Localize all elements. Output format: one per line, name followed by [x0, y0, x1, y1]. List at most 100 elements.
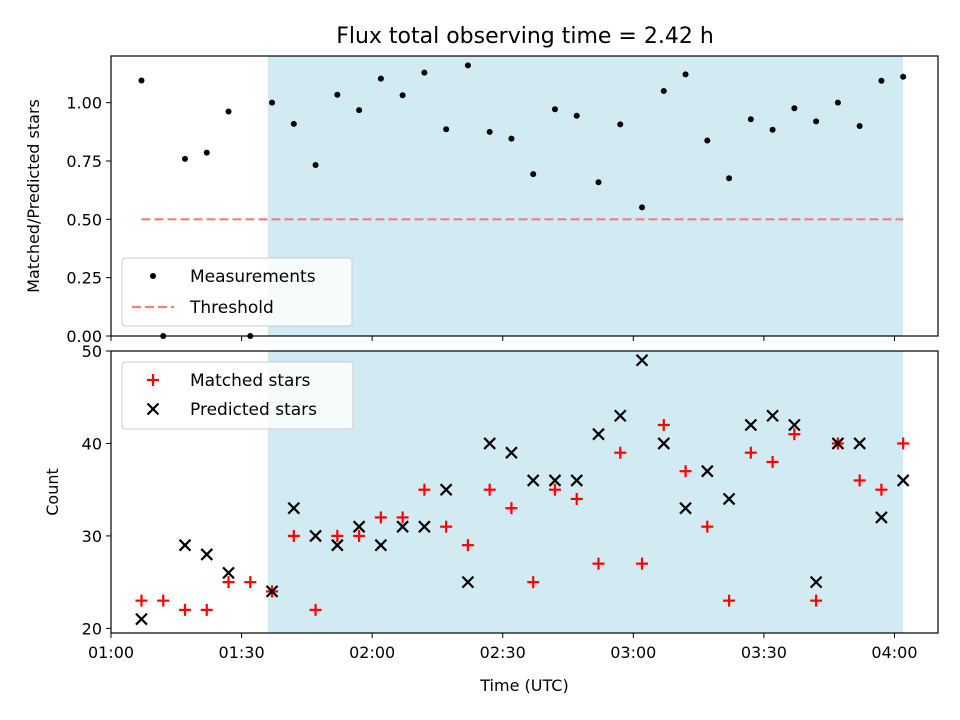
matched-star-point	[331, 529, 344, 542]
bottom-legend: Matched stars Predicted stars	[121, 361, 354, 430]
matched-star-point	[657, 418, 670, 431]
x-tick-label: 02:30	[480, 643, 526, 662]
y-tick-label: 30	[82, 527, 102, 546]
top-y-ticks: 0.00 0.25 0.50 0.75 1.00	[66, 94, 111, 346]
y-tick-label: 20	[82, 619, 102, 638]
predicted-star-point	[766, 409, 779, 422]
predicted-star-point	[135, 612, 148, 626]
predicted-star-point	[265, 585, 279, 598]
measurement-point	[421, 69, 428, 76]
matched-star-point	[875, 483, 888, 496]
matched-star-point	[200, 603, 213, 616]
predicted-star-point	[722, 492, 736, 506]
observing-span-bottom	[267, 351, 904, 633]
measurement-point	[181, 155, 188, 162]
matched-star-point	[178, 603, 191, 616]
matched-star-point	[287, 529, 300, 542]
measurement-point	[856, 123, 863, 129]
chart-title: Flux total observing time = 2.42 h	[336, 24, 714, 49]
matched-star-point	[614, 446, 627, 459]
predicted-star-point	[831, 437, 845, 450]
matched-star-point	[157, 594, 170, 607]
matched-star-point	[135, 594, 148, 607]
measurement-point	[617, 121, 624, 128]
matched-star-point	[570, 492, 583, 505]
measurement-point	[443, 126, 450, 133]
measurement-point	[660, 88, 667, 94]
measurement-point	[551, 106, 558, 113]
y-tick-label: 0.75	[66, 152, 102, 171]
measurement-point	[834, 99, 841, 106]
measurement-point	[682, 71, 689, 78]
matched-star-point	[440, 520, 453, 533]
predicted-star-points	[135, 353, 910, 626]
x-axis-label: Time (UTC)	[479, 676, 568, 695]
x-tick-label: 01:00	[88, 643, 134, 662]
legend-label-threshold: Threshold	[189, 298, 274, 318]
measurement-point	[399, 92, 406, 99]
measurement-point	[464, 62, 471, 69]
predicted-star-point	[875, 511, 888, 524]
legend-label-measurements: Measurements	[190, 267, 316, 287]
predicted-star-point	[526, 474, 540, 487]
measurement-point	[508, 135, 515, 142]
matched-star-point	[744, 446, 757, 459]
matched-star-points	[135, 418, 910, 616]
top-y-axis-label: Matched/Predicted stars	[24, 99, 43, 293]
predicted-star-point	[635, 353, 649, 367]
matched-star-point	[353, 529, 366, 542]
predicted-star-point	[853, 437, 866, 450]
y-tick-label: 0.25	[66, 269, 102, 288]
y-tick-label: 0.00	[66, 327, 102, 346]
matched-star-point	[723, 594, 736, 607]
measurement-point	[813, 118, 820, 125]
matched-star-point	[374, 511, 387, 524]
measurement-point	[486, 128, 493, 135]
measurement-point	[595, 179, 602, 186]
bottom-axes-frame	[110, 350, 939, 634]
matched-star-point	[766, 455, 779, 468]
predicted-star-point	[352, 520, 366, 533]
predicted-star-point	[178, 538, 192, 552]
x-tick-label: 03:30	[741, 643, 787, 662]
measurement-point	[791, 105, 798, 112]
predicted-star-point	[570, 474, 584, 487]
bottom-legend-box	[121, 361, 354, 430]
measurement-point	[138, 77, 145, 84]
measurement-point	[356, 107, 363, 114]
measurement-point	[225, 108, 232, 115]
matched-star-point	[636, 557, 649, 570]
measurement-point	[878, 77, 885, 84]
predicted-star-point	[439, 483, 453, 496]
predicted-star-point	[483, 437, 496, 450]
predicted-star-point	[592, 427, 605, 441]
observing-span-top	[267, 56, 904, 336]
predicted-star-point	[744, 418, 758, 432]
bottom-y-axis-label: Count	[43, 468, 62, 516]
predicted-star-point	[613, 409, 627, 422]
matched-star-point	[418, 483, 431, 496]
measurement-point	[900, 73, 907, 80]
matched-star-point	[788, 428, 801, 441]
predicted-star-point	[287, 501, 301, 515]
measurement-points	[138, 62, 907, 339]
measurement-point	[726, 175, 733, 182]
predicted-star-point	[657, 437, 671, 450]
top-legend-box	[121, 257, 353, 327]
measurement-point	[573, 112, 580, 119]
x-tick-label: 04:00	[871, 643, 917, 662]
predicted-star-point	[309, 529, 322, 543]
legend-marker-matched	[147, 374, 159, 386]
y-tick-label: 50	[82, 342, 102, 361]
predicted-star-point	[788, 418, 801, 432]
measurement-point	[747, 116, 754, 123]
measurement-point	[312, 161, 319, 168]
predicted-star-point	[331, 538, 344, 552]
measurement-point	[639, 204, 646, 211]
measurement-point	[269, 99, 276, 106]
measurement-point	[530, 171, 537, 178]
matched-star-point	[222, 576, 235, 589]
x-tick-label: 03:00	[610, 643, 656, 662]
predicted-star-point	[418, 520, 431, 533]
